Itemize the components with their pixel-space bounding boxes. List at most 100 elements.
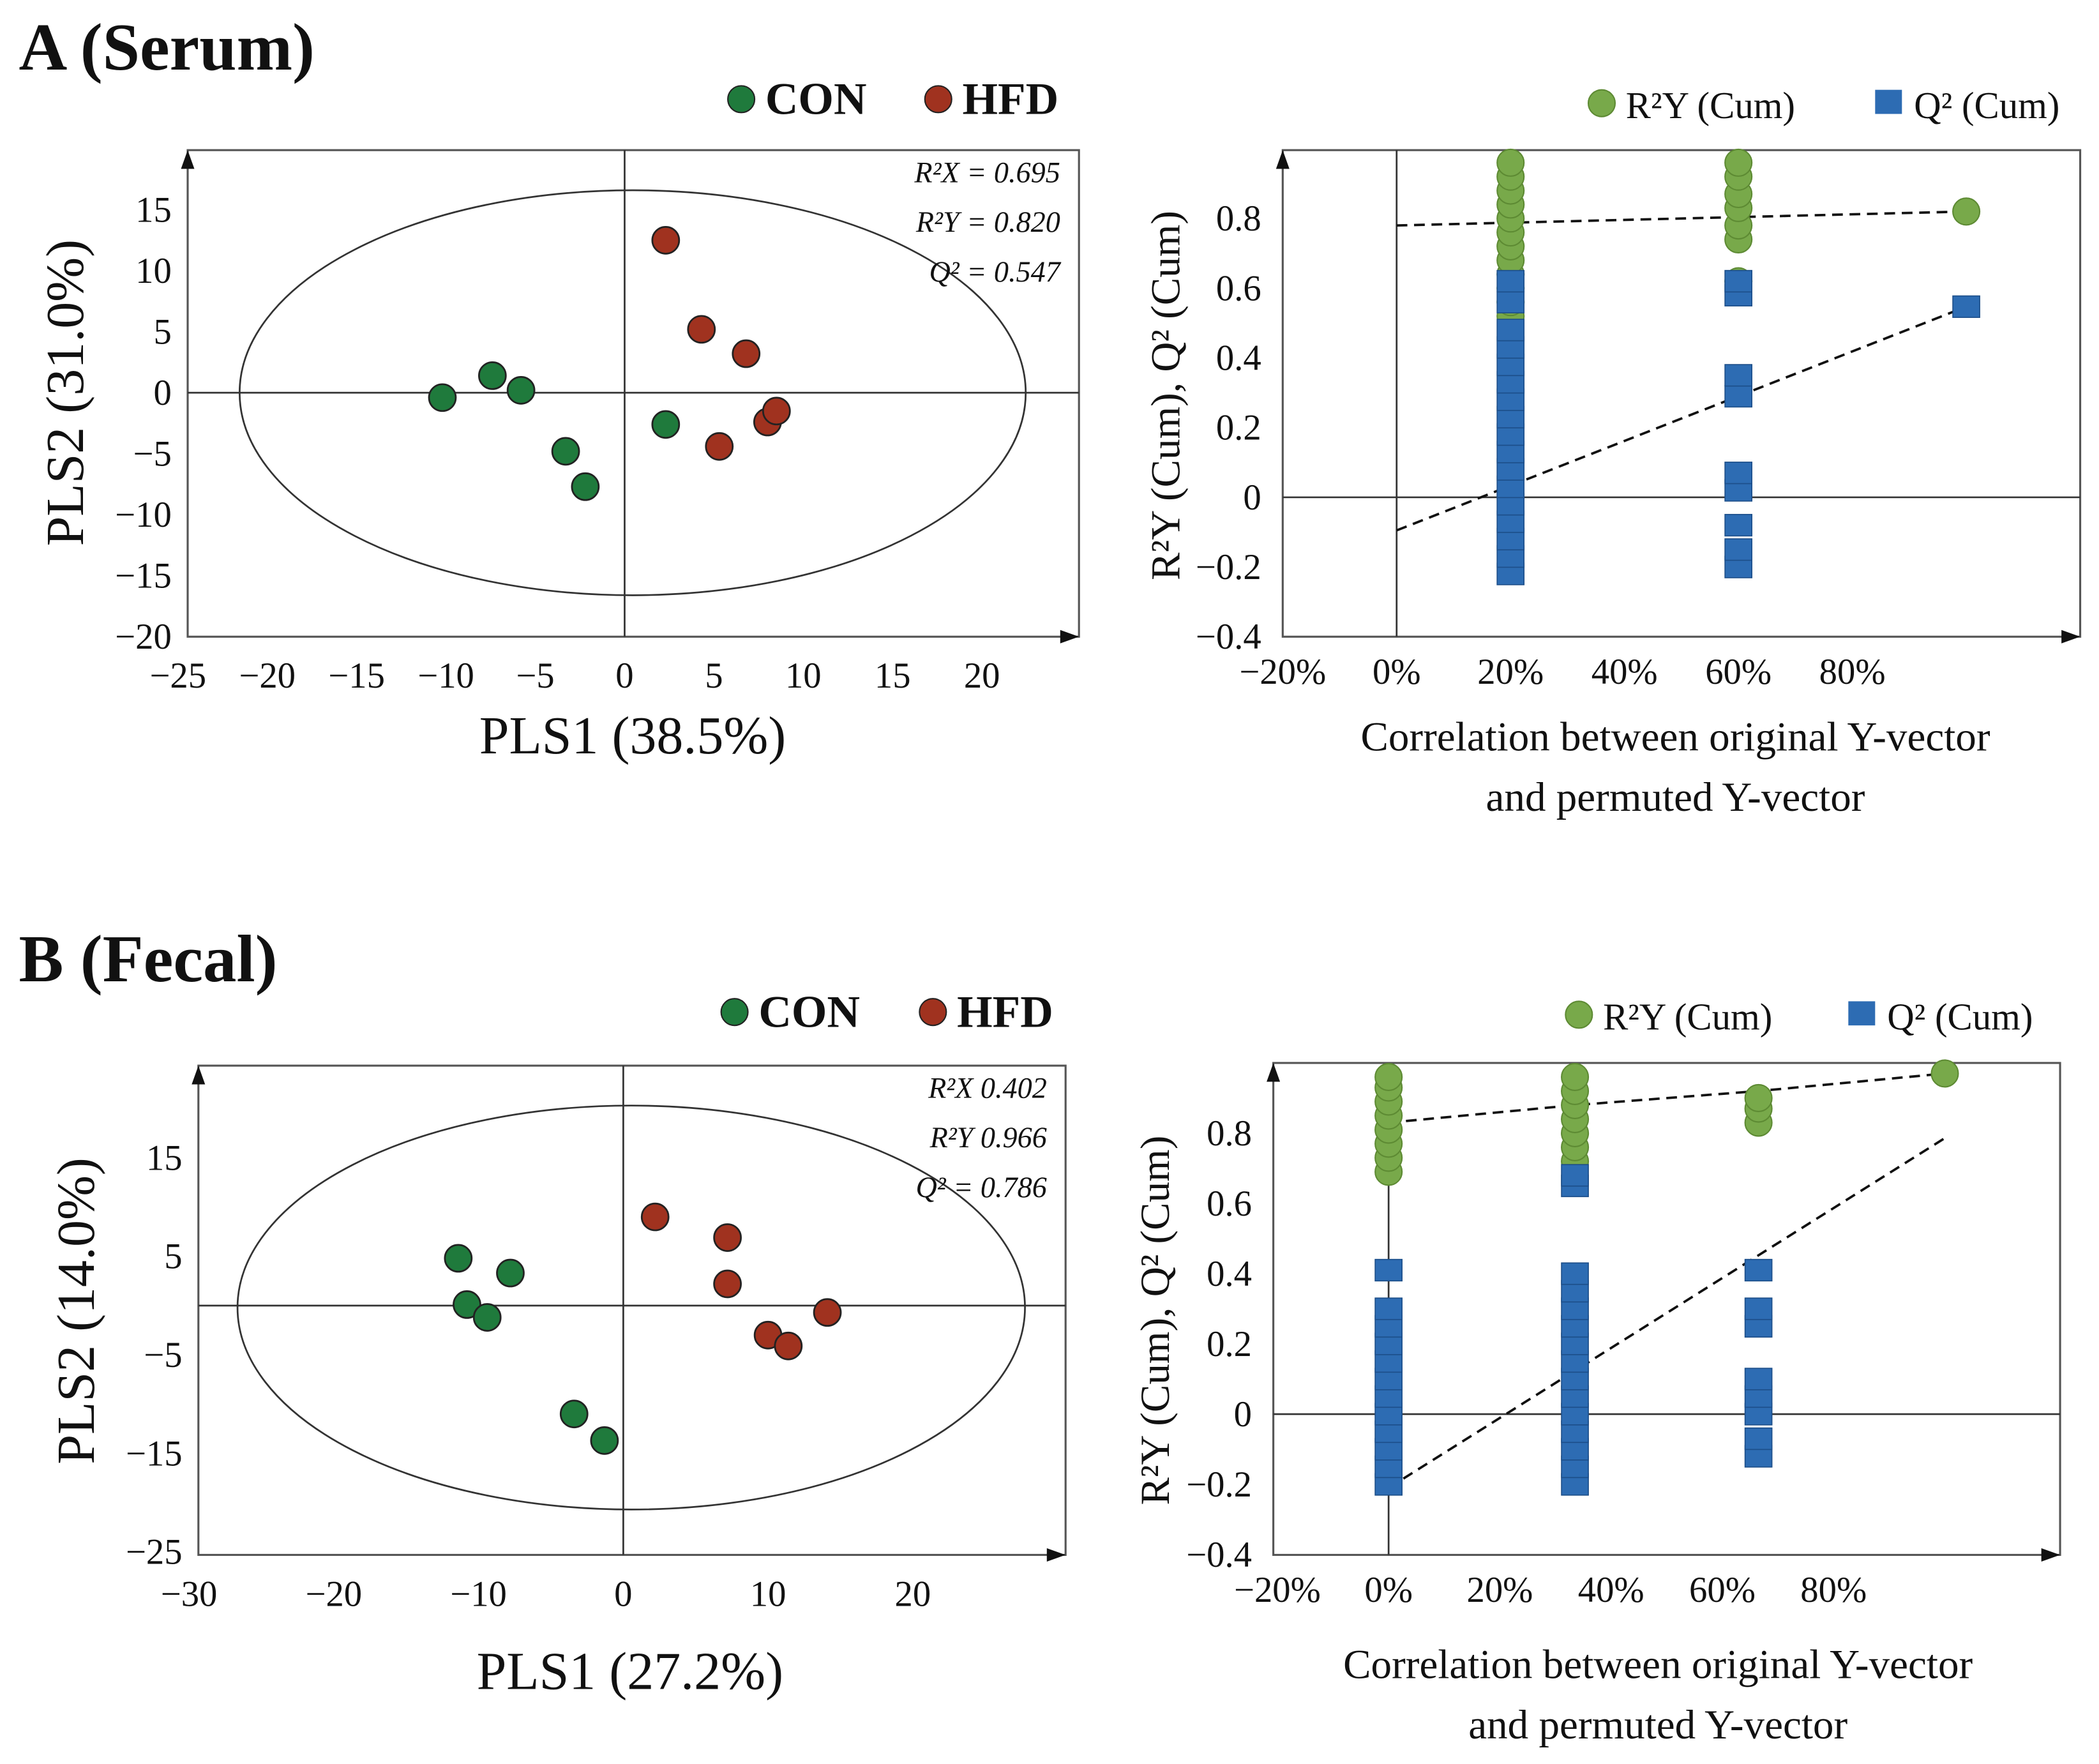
legend-circle-icon <box>1565 1000 1593 1029</box>
fit-line <box>1388 1072 1945 1124</box>
model-stat: R²Y = 0.820 <box>915 206 1060 238</box>
q2-point <box>1744 1258 1773 1282</box>
q2-point <box>1724 364 1753 387</box>
q2-point <box>1724 513 1753 537</box>
con-point <box>453 1290 481 1319</box>
hfd-point <box>762 396 791 426</box>
y-axis-label: PLS2 (14.0%) <box>47 1157 106 1464</box>
x-tick-label: −20 <box>239 656 296 696</box>
y-tick-label: −20 <box>115 617 172 657</box>
con-point <box>559 1399 589 1429</box>
x-tick-label: −15 <box>328 656 385 696</box>
x-axis-label: Correlation between original Y-vector <box>1343 1642 1973 1688</box>
plot-frame <box>197 1064 1067 1557</box>
x-axis-label: PLS1 (27.2%) <box>477 1641 783 1701</box>
hfd-point <box>705 432 734 461</box>
con-point <box>478 361 507 390</box>
y-tick-label: 0 <box>1234 1394 1252 1435</box>
y-tick-label: −5 <box>144 1335 182 1375</box>
con-point <box>551 437 580 466</box>
con-point <box>496 1258 525 1288</box>
y-axis-arrow <box>1267 1062 1281 1082</box>
x-tick-label: 20 <box>895 1574 931 1614</box>
y-axis-label: R²Y (Cum), Q² (Cum) <box>1132 1136 1178 1505</box>
r2y-point <box>1744 1083 1773 1112</box>
x-tick-label: 0 <box>614 1574 632 1614</box>
x-tick-label: 40% <box>1591 652 1658 692</box>
x-tick-label: 10 <box>750 1574 786 1614</box>
legend-circle-icon <box>727 85 756 114</box>
model-stat: R²Y 0.966 <box>929 1121 1047 1154</box>
x-tick-label: 60% <box>1689 1570 1756 1610</box>
legend-label: CON <box>758 986 860 1037</box>
legend-circle-icon <box>1587 89 1616 117</box>
legend-square-icon <box>1875 89 1902 114</box>
x-tick-label: 20% <box>1467 1570 1533 1610</box>
x-tick-label: 80% <box>1819 652 1886 692</box>
fit-line <box>1388 1137 1946 1489</box>
y-tick-label: 5 <box>164 1237 182 1277</box>
r2y-point <box>1374 1062 1403 1091</box>
legend-circle-icon <box>720 998 749 1027</box>
legend-label: CON <box>765 73 867 124</box>
y-tick-label: 15 <box>135 190 172 230</box>
y-tick-label: −5 <box>133 434 171 474</box>
y-tick-label: −0.2 <box>1186 1465 1252 1505</box>
legend-label: R²Y (Cum) <box>1603 996 1772 1037</box>
y-tick-label: 0.6 <box>1216 268 1261 308</box>
x-tick-label: −20 <box>306 1574 363 1614</box>
y-tick-label: −25 <box>126 1532 183 1572</box>
legend-circle-icon <box>919 998 947 1027</box>
x-tick-label: 15 <box>875 656 911 696</box>
x-tick-label: 5 <box>705 656 723 696</box>
con-point <box>506 375 536 405</box>
x-axis-label: and permuted Y-vector <box>1468 1702 1847 1748</box>
con-point <box>590 1426 619 1455</box>
r2y-point <box>1724 148 1753 177</box>
fit-line <box>1396 305 1967 532</box>
q2-point <box>1744 1297 1773 1320</box>
q2-point <box>1724 269 1753 293</box>
hfd-point <box>774 1331 803 1361</box>
x-tick-label: −10 <box>418 656 474 696</box>
legend-square-icon <box>1848 1001 1876 1026</box>
x-axis-arrow <box>1046 1548 1066 1562</box>
legend-label: HFD <box>957 986 1053 1037</box>
hfd-point <box>651 225 681 255</box>
x-axis-arrow <box>2061 629 2080 644</box>
model-stat: R²X = 0.695 <box>914 156 1060 189</box>
x-tick-label: −20% <box>1239 652 1326 692</box>
hfd-point <box>813 1298 842 1327</box>
r2y-point <box>1496 148 1525 177</box>
y-tick-label: −0.2 <box>1196 547 1261 587</box>
confidence-ellipse <box>236 1104 1026 1511</box>
con-point <box>472 1303 502 1332</box>
y-tick-label: 0.8 <box>1216 199 1261 239</box>
x-tick-label: 60% <box>1705 652 1772 692</box>
panel-title: A (Serum) <box>19 10 315 84</box>
hfd-point <box>687 315 716 344</box>
con-point <box>444 1244 473 1273</box>
x-tick-label: 80% <box>1800 1570 1867 1610</box>
q2-point <box>1724 538 1753 561</box>
x-axis-arrow <box>2041 1548 2061 1562</box>
legend-label: R²Y (Cum) <box>1626 85 1795 126</box>
y-tick-label: 0.4 <box>1216 338 1261 378</box>
y-tick-label: 0 <box>153 373 171 413</box>
plot-frame <box>1272 1062 2061 1557</box>
q2-point <box>1724 462 1753 485</box>
q2-point <box>1496 319 1525 342</box>
x-tick-label: −5 <box>516 656 554 696</box>
y-tick-label: −15 <box>126 1433 183 1474</box>
hfd-point <box>640 1202 670 1232</box>
panel-title: B (Fecal) <box>19 921 277 996</box>
q2-point <box>1744 1427 1773 1451</box>
legend-circle-icon <box>924 85 952 114</box>
legend-label: Q² (Cum) <box>1887 996 2033 1037</box>
y-tick-label: −10 <box>115 495 172 535</box>
q2-point <box>1374 1297 1403 1320</box>
model-stat: Q² = 0.547 <box>929 255 1061 288</box>
model-stat: R²X 0.402 <box>928 1072 1047 1104</box>
hfd-point <box>713 1269 742 1299</box>
